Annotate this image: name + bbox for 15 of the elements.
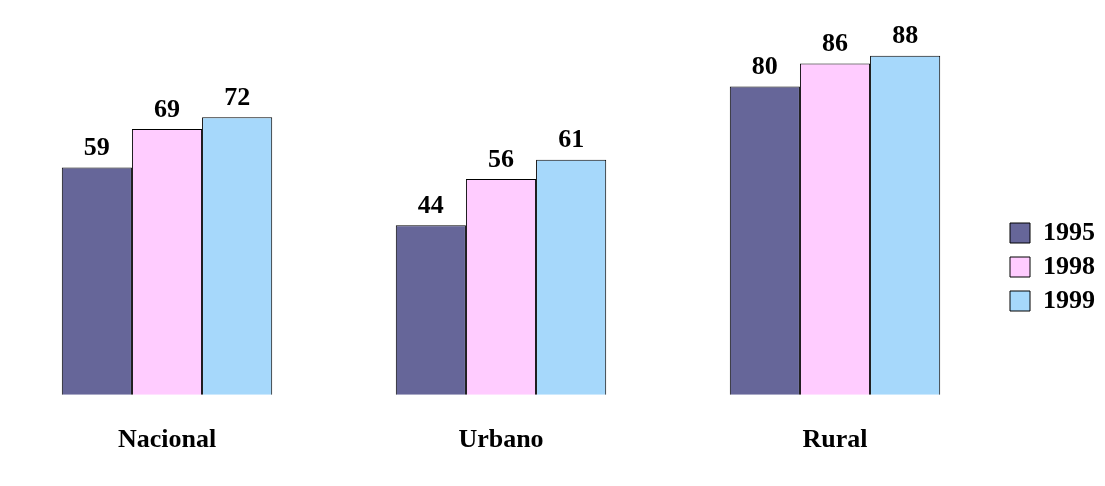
data-label: 59 [83,132,110,162]
data-label: 56 [488,143,514,173]
legend-label: 1998 [1043,250,1095,280]
x-tick-label: Rural [802,424,868,454]
data-label: 86 [822,28,848,58]
legend-label: 1999 [1043,284,1095,314]
data-label: 44 [417,189,444,219]
data-label: 72 [224,82,251,112]
x-tick-label: Urbano [458,424,544,454]
data-label: 61 [558,124,585,154]
x-tick-label: Nacional [117,424,217,454]
data-label: 69 [154,93,180,123]
data-label: 80 [751,51,778,81]
legend-label: 1995 [1043,216,1095,246]
data-label: 88 [892,20,919,50]
